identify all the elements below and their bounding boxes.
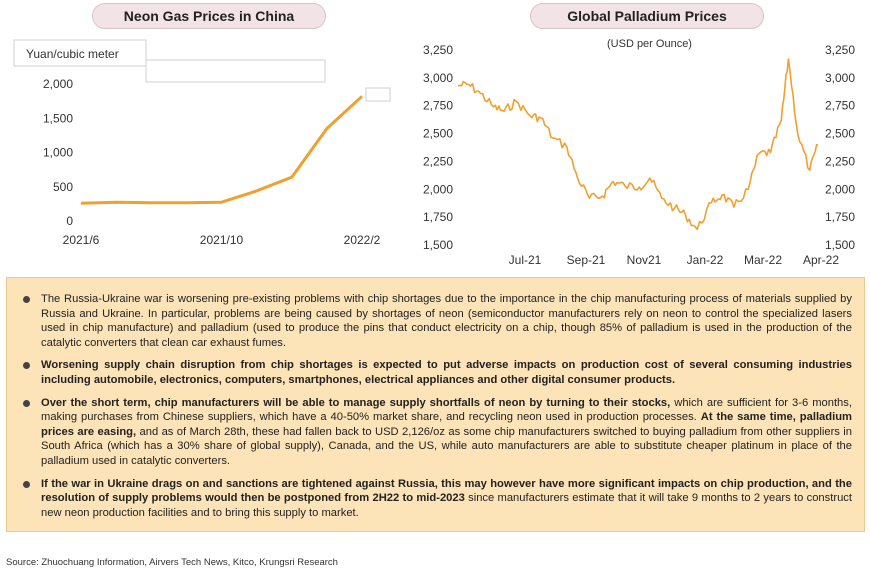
palladium-y-tick-left-3: 2,250: [423, 154, 453, 168]
palladium-y-tick-right-0: 1,500: [825, 238, 855, 252]
palladium-y-tick-left-2: 2,000: [423, 182, 453, 196]
key-point-2: Worsening supply chain disruption from c…: [21, 358, 852, 387]
key-points-list: The Russia-Ukraine war is worsening pre-…: [21, 292, 852, 520]
neon-unit-label: Yuan/cubic meter: [26, 47, 119, 61]
neon-y-tick-2: 1,000: [43, 146, 73, 160]
neon-unit-label-box: [13, 39, 147, 67]
charts-canvas: Yuan/cubic meter 0 500 1,000 1,500 2,000 202…: [13, 38, 855, 267]
palladium-y-tick-left-5: 2,750: [423, 99, 453, 113]
palladium-y-tick-right-3: 2,250: [825, 154, 855, 168]
neon-y-tick-4: 2,000: [43, 77, 73, 91]
palladium-chart-title: Global Palladium Prices: [530, 3, 764, 29]
palladium-y-tick-right-1: 1,750: [825, 210, 855, 224]
key-point-4: If the war in Ukraine drags on and sanct…: [21, 477, 852, 521]
palladium-y-tick-left-6: 3,000: [423, 71, 453, 85]
palladium-x-tick-5: Apr-22: [803, 253, 839, 267]
palladium-y-tick-left-1: 1,750: [423, 210, 453, 224]
palladium-x-tick-3: Jan-22: [687, 253, 724, 267]
neon-x-tick-2: 2022/2: [344, 233, 381, 247]
key-point-1: The Russia-Ukraine war is worsening pre-…: [21, 292, 852, 350]
neon-y-tick-0: 0: [66, 214, 73, 228]
neon-end-marker: [365, 87, 391, 102]
palladium-price-line: [457, 58, 819, 231]
palladium-y-tick-left-7: 3,250: [423, 43, 453, 57]
source-note: Source: Zhuochuang Information, Airvers …: [6, 557, 338, 568]
palladium-x-tick-2: Nov21: [627, 253, 662, 267]
neon-y-tick-1: 500: [53, 180, 73, 194]
neon-chart: Yuan/cubic meter 0 500 1,000 1,500 2,000 202…: [13, 39, 391, 247]
palladium-y-tick-right-5: 2,750: [825, 99, 855, 113]
key-point-3: Over the short term, chip manufacturers …: [21, 396, 852, 469]
palladium-x-tick-0: Jul-21: [509, 253, 542, 267]
neon-unit-label-box-ext: [145, 59, 326, 83]
palladium-x-tick-4: Mar-22: [744, 253, 782, 267]
palladium-y-tick-left-4: 2,500: [423, 127, 453, 141]
palladium-y-tick-left-0: 1,500: [423, 238, 453, 252]
palladium-y-tick-right-6: 3,000: [825, 71, 855, 85]
palladium-y-tick-right-7: 3,250: [825, 43, 855, 57]
palladium-unit-subtitle: (USD per Ounce): [607, 38, 692, 50]
palladium-y-tick-right-4: 2,500: [825, 127, 855, 141]
palladium-chart: (USD per Ounce) 1,500 1,750 2,000 2,250 2,50…: [423, 38, 855, 267]
neon-chart-title: Neon Gas Prices in China: [92, 3, 326, 29]
key-points-panel: The Russia-Ukraine war is worsening pre-…: [6, 277, 865, 532]
neon-y-tick-3: 1,500: [43, 111, 73, 125]
neon-x-tick-1: 2021/10: [200, 233, 244, 247]
palladium-x-tick-1: Sep-21: [567, 253, 606, 267]
neon-price-line: [80, 95, 364, 205]
neon-x-tick-0: 2021/6: [63, 233, 100, 247]
palladium-y-tick-right-2: 2,000: [825, 182, 855, 196]
